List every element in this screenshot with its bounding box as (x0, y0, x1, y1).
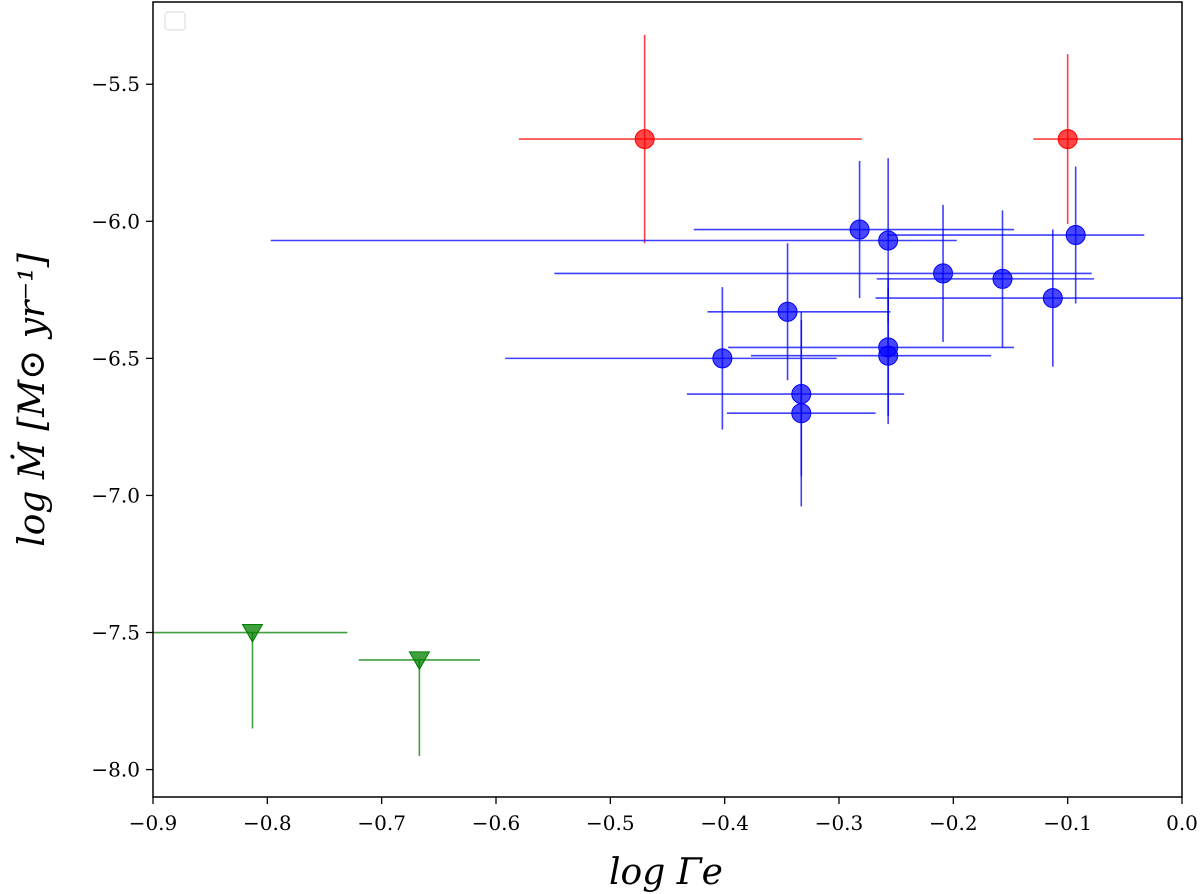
y-tick-label: −8.0 (91, 758, 140, 782)
chart-marks (153, 34, 1182, 756)
y-tick-label: −6.5 (91, 346, 140, 370)
data-point (1042, 288, 1063, 309)
data-point (634, 129, 655, 150)
x-tick-label: −0.5 (586, 811, 635, 835)
data-point (933, 263, 954, 284)
y-tick-label: −7.5 (91, 621, 140, 645)
x-axis-label: log Γe (609, 852, 723, 893)
data-point (777, 301, 798, 322)
plot-frame (152, 1, 1183, 798)
x-tick-label: 0.0 (1166, 811, 1198, 835)
data-point (712, 348, 733, 369)
y-tick-label: −5.5 (91, 72, 140, 96)
data-point (878, 345, 899, 366)
y-tick-label: −7.0 (91, 483, 140, 507)
x-tick-label: −0.2 (929, 811, 978, 835)
data-point (1065, 225, 1086, 246)
data-point (849, 219, 870, 240)
data-point (1057, 129, 1078, 150)
data-point (791, 403, 812, 424)
x-tick-label: −0.9 (129, 811, 178, 835)
data-layer (153, 34, 1182, 756)
x-tick-label: −0.7 (357, 811, 406, 835)
data-point (992, 268, 1013, 289)
data-point (878, 230, 899, 251)
x-tick-label: −0.3 (815, 811, 864, 835)
x-tick-label: −0.6 (472, 811, 521, 835)
y-tick-label: −6.0 (91, 209, 140, 233)
x-tick-label: −0.4 (700, 811, 749, 835)
y-axis-label: log Ṁ [M⊙ yr⁻¹] (11, 252, 53, 546)
chart-axes: −0.9 −0.8 −0.7 −0.6 −0.5 −0.4 −0.3 −0.2 −0.1 0.0 −… (91, 1, 1198, 835)
data-point-triangle (408, 651, 431, 671)
x-tick-label: −0.1 (1043, 811, 1092, 835)
legend-box (164, 11, 186, 31)
x-tick-label: −0.8 (243, 811, 292, 835)
data-point-triangle (241, 624, 264, 644)
